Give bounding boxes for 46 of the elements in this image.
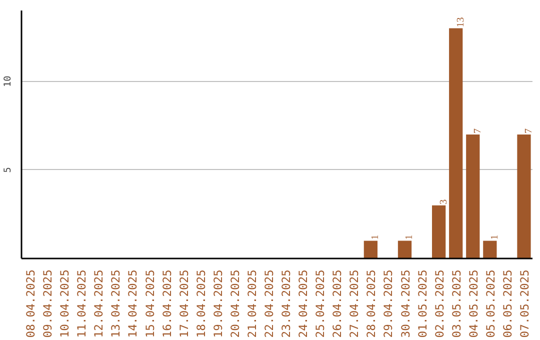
x-tick-label: 01.05.2025 [415, 270, 430, 338]
x-tick-label: 25.04.2025 [313, 270, 328, 338]
x-tick-label: 13.04.2025 [108, 270, 123, 338]
x-tick-label: 09.04.2025 [40, 270, 55, 338]
bar [517, 134, 531, 258]
y-tick-label: 10 [2, 75, 14, 87]
x-tick-label: 08.04.2025 [24, 270, 38, 338]
x-tick-label: 19.04.2025 [210, 270, 225, 338]
x-tick-label: 24.04.2025 [296, 270, 310, 338]
bar [466, 134, 480, 258]
data-label: 7 [523, 128, 534, 134]
x-tick-label: 04.05.2025 [466, 270, 480, 338]
x-tick-label: 15.04.2025 [142, 270, 157, 338]
x-tick-label: 27.04.2025 [347, 270, 362, 338]
x-tick-label: 06.05.2025 [500, 270, 514, 338]
x-tick-label: 28.04.2025 [364, 270, 378, 338]
bar [364, 240, 378, 258]
data-label: 7 [472, 128, 484, 134]
x-tick-label: 17.04.2025 [176, 270, 191, 338]
y-tick-label: 5 [2, 167, 14, 173]
x-tick-label: 22.04.2025 [262, 270, 276, 338]
data-label: 1 [404, 234, 416, 240]
data-label: 13 [455, 17, 466, 28]
x-tick-label: 07.05.2025 [517, 270, 532, 338]
data-label: 1 [489, 234, 500, 240]
data-label: 3 [438, 199, 450, 204]
bar [483, 240, 497, 258]
x-tick-label: 23.04.2025 [279, 270, 294, 338]
x-tick-label: 29.04.2025 [381, 270, 396, 338]
bar [398, 240, 412, 258]
x-tick-label: 03.05.2025 [449, 270, 464, 338]
x-tick-label: 05.05.2025 [483, 270, 498, 338]
x-tick-label: 16.04.2025 [160, 270, 174, 338]
x-tick-label: 12.04.2025 [92, 270, 106, 338]
x-tick-label: 18.04.2025 [194, 270, 208, 338]
data-label: 1 [370, 234, 382, 240]
x-tick-label: 26.04.2025 [330, 270, 344, 338]
x-tick-label: 21.04.2025 [244, 270, 259, 338]
x-tick-label: 30.04.2025 [398, 270, 412, 338]
x-tick-label: 02.05.2025 [432, 270, 446, 338]
x-tick-label: 10.04.2025 [58, 270, 72, 338]
x-tick-label: 14.04.2025 [126, 270, 140, 338]
x-tick-label: 20.04.2025 [228, 270, 242, 338]
bar [449, 28, 463, 258]
bar [432, 205, 446, 258]
x-tick-label: 11.04.2025 [74, 270, 89, 338]
